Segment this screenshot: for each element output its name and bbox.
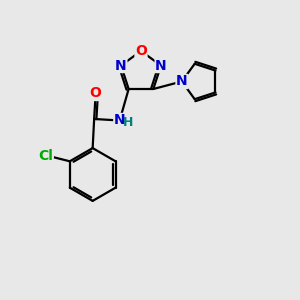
Text: N: N bbox=[115, 58, 127, 73]
Text: N: N bbox=[155, 58, 167, 73]
Text: O: O bbox=[90, 86, 102, 100]
Text: O: O bbox=[135, 44, 147, 58]
Text: H: H bbox=[123, 116, 133, 129]
Text: Cl: Cl bbox=[38, 149, 53, 163]
Text: N: N bbox=[176, 74, 188, 88]
Text: N: N bbox=[114, 113, 125, 128]
